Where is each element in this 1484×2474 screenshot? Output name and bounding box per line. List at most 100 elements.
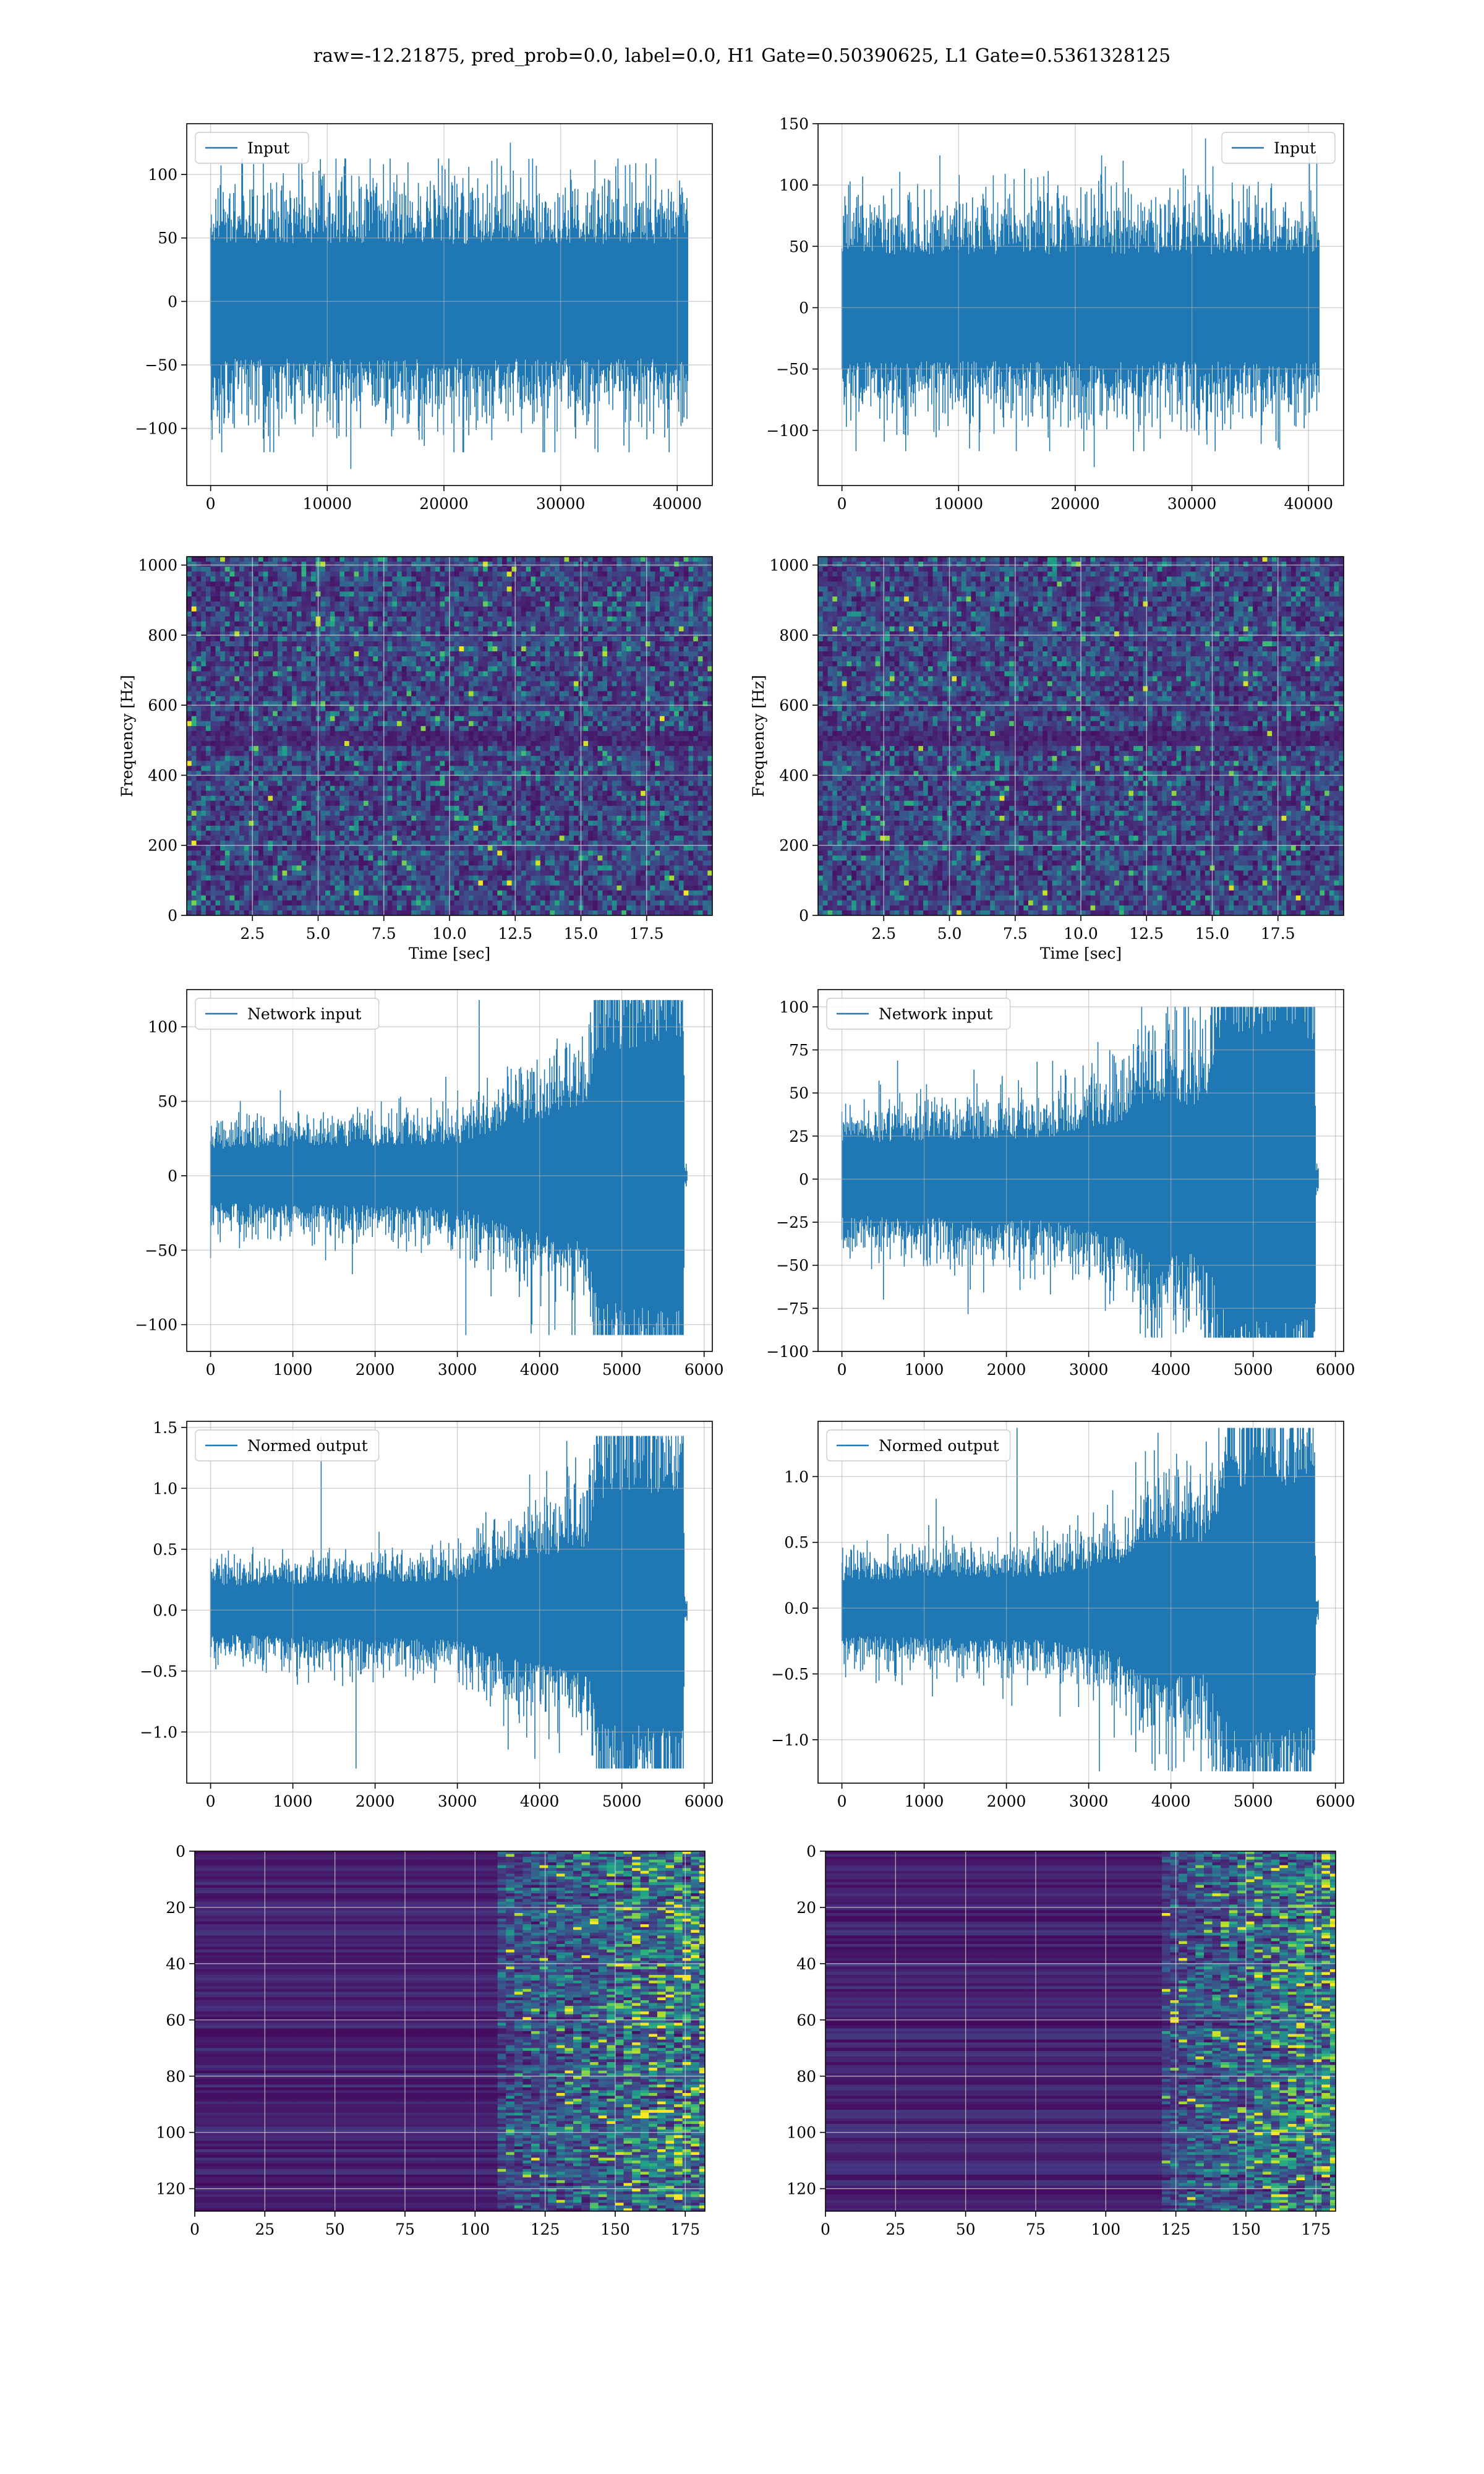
y-tick-label: −50: [776, 361, 809, 379]
y-tick-label: 600: [148, 696, 177, 714]
axes-frame: [194, 1851, 706, 2212]
x-tick-label: 150: [600, 2220, 630, 2238]
y-tick-label: 80: [166, 2068, 186, 2086]
x-tick-label: 0: [206, 495, 216, 513]
y-tick-label: 80: [796, 2068, 816, 2086]
x-tick-label: 12.5: [1129, 925, 1164, 943]
x-tick-label: 3000: [438, 1361, 477, 1379]
grid-p0: [187, 124, 712, 486]
y-tick-label: 20: [166, 1899, 186, 1917]
y-tick-label: 400: [148, 766, 177, 784]
x-tick-label: 15.0: [1195, 925, 1230, 943]
x-tick-label: 6000: [1316, 1361, 1355, 1379]
y-tick-label: 1000: [769, 557, 809, 575]
y-tick-label: 800: [148, 627, 177, 644]
axes-frame: [817, 989, 1344, 1352]
legend-label: Input: [247, 139, 289, 157]
ticks-p3: 2.5 5.0 7.5 10.0 12.5 15.0 17.5 0 200 400 600 800 10…: [769, 557, 1295, 943]
x-tick-label: 5000: [602, 1361, 642, 1379]
ticks-p2: 2.5 5.0 7.5 10.0 12.5 15.0 17.5 0 200 400 600 800 10…: [138, 557, 663, 943]
y-tick-label: 100: [779, 176, 809, 194]
legend-box: [826, 1429, 1011, 1462]
legend-box: [195, 1429, 380, 1462]
x-tick-label: 0: [837, 1792, 847, 1810]
y-tick-label: −50: [145, 356, 177, 374]
legend-box: [1221, 132, 1336, 164]
x-axis-label: Time [sec]: [1040, 944, 1122, 962]
y-tick-label: 120: [156, 2180, 186, 2198]
x-tick-label: 5.0: [306, 925, 331, 943]
x-tick-label: 2.5: [240, 925, 265, 943]
y-tick-label: −100: [766, 422, 809, 440]
x-tick-label: 5000: [602, 1792, 642, 1810]
y-tick-label: −1.0: [771, 1731, 809, 1749]
x-tick-label: 1000: [905, 1361, 944, 1379]
y-tick-label: 100: [787, 2124, 816, 2142]
legend: Network input: [826, 998, 1011, 1030]
y-tick-label: −25: [776, 1213, 809, 1231]
axes-frame: [817, 123, 1344, 486]
x-tick-label: 7.5: [372, 925, 396, 943]
y-tick-label: 200: [779, 837, 809, 855]
x-tick-label: 40000: [1284, 495, 1333, 513]
y-tick-label: −1.0: [140, 1723, 177, 1741]
axes-frame: [817, 1421, 1344, 1784]
x-tick-label: 20000: [419, 495, 469, 513]
x-tick-label: 10.0: [432, 925, 467, 943]
x-tick-label: 5000: [1234, 1792, 1273, 1810]
legend: Normed output: [826, 1429, 1011, 1462]
axes-frame: [186, 1421, 713, 1784]
x-tick-label: 6000: [684, 1792, 724, 1810]
y-tick-label: 150: [779, 115, 809, 133]
x-tick-label: 2000: [356, 1361, 395, 1379]
y-tick-label: 100: [148, 1018, 177, 1036]
y-tick-label: −50: [145, 1241, 177, 1259]
grid-p3: [818, 557, 1344, 916]
x-tick-label: 17.5: [1261, 925, 1295, 943]
legend-box: [826, 998, 1011, 1030]
axes-frame: [186, 123, 713, 486]
y-tick-label: 0: [799, 299, 809, 317]
legend: Network input: [195, 998, 380, 1030]
axes-p3: 2.5 5.0 7.5 10.0 12.5 15.0 17.5 0 200 400 600 800 10…: [749, 556, 1344, 962]
y-tick-label: 0.0: [784, 1599, 809, 1617]
x-tick-label: 2000: [987, 1361, 1026, 1379]
legend-label: Network input: [247, 1005, 361, 1023]
legend: Input: [195, 132, 309, 164]
y-tick-label: 100: [779, 998, 809, 1016]
x-tick-label: 12.5: [498, 925, 532, 943]
legend-box: [195, 132, 309, 164]
x-tick-label: 0: [837, 495, 847, 513]
x-tick-label: 20000: [1051, 495, 1100, 513]
y-tick-label: 120: [787, 2180, 816, 2198]
axes-p8: 0 25 50 75 100 125 150 175 0 20 40 60 80 100 120: [156, 1843, 706, 2238]
y-tick-label: −100: [135, 420, 177, 438]
y-tick-label: 25: [789, 1128, 809, 1145]
y-tick-label: 400: [779, 766, 809, 784]
x-tick-label: 25: [885, 2220, 905, 2238]
x-axis-label: Time [sec]: [409, 944, 490, 962]
x-tick-label: 150: [1231, 2220, 1261, 2238]
legend-label: Normed output: [879, 1437, 999, 1455]
y-tick-label: 40: [796, 1955, 816, 1973]
legend-box: [195, 998, 380, 1030]
y-tick-label: 800: [779, 627, 809, 644]
axes-p5: 0 1000 2000 3000 4000 5000 6000 −100 −75 −50 −25 0 2…: [766, 989, 1355, 1379]
axes-p2: 2.5 5.0 7.5 10.0 12.5 15.0 17.5 0 200 400 600 800 10…: [118, 556, 713, 962]
y-tick-label: 600: [779, 696, 809, 714]
x-tick-label: 10.0: [1064, 925, 1098, 943]
x-tick-label: 0: [190, 2220, 200, 2238]
ticks-p8: 0 25 50 75 100 125 150 175 0 20 40 60 80 100 120: [156, 1843, 700, 2238]
ticks-p5: 0 1000 2000 3000 4000 5000 6000 −100 −75 −50 −25 0 2…: [766, 998, 1355, 1379]
plot-area-p8: [195, 1851, 705, 2211]
x-tick-label: 75: [395, 2220, 415, 2238]
y-tick-label: 0.5: [784, 1534, 809, 1552]
y-tick-label: −100: [135, 1316, 177, 1334]
grid-p6: [187, 1421, 712, 1783]
x-tick-label: 100: [460, 2220, 490, 2238]
x-tick-label: 5000: [1234, 1361, 1273, 1379]
x-tick-label: 30000: [1167, 495, 1217, 513]
x-tick-label: 1000: [905, 1792, 944, 1810]
x-tick-label: 40000: [652, 495, 702, 513]
y-tick-label: 20: [796, 1899, 816, 1917]
